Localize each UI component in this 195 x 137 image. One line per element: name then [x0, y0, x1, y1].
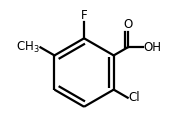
Text: CH$_3$: CH$_3$ — [16, 40, 40, 55]
Text: OH: OH — [144, 41, 162, 54]
Text: O: O — [123, 18, 132, 31]
Text: F: F — [81, 8, 87, 22]
Text: Cl: Cl — [128, 91, 140, 104]
